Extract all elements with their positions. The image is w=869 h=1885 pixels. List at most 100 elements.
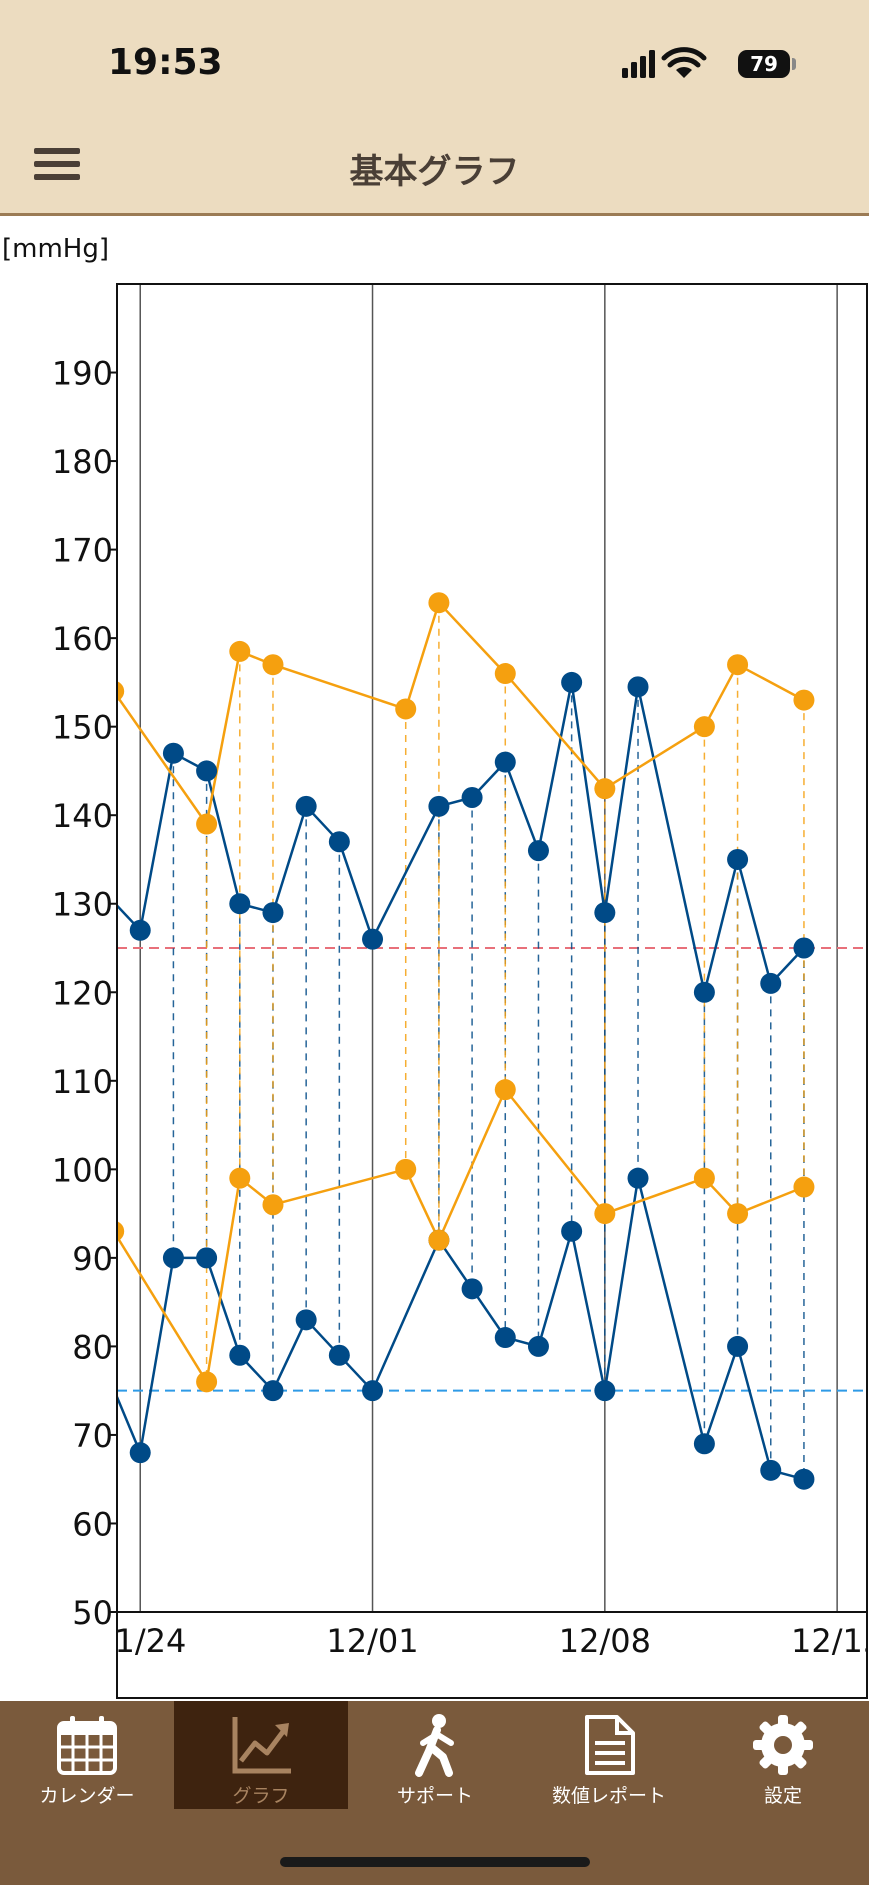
- data-point-diastolic: [362, 1380, 384, 1402]
- data-point-systolic: [727, 654, 749, 676]
- tab-support-label: サポート: [396, 1785, 473, 1807]
- y-tick-label: 100: [52, 1151, 113, 1189]
- x-tick-label: 12/08: [559, 1622, 651, 1660]
- data-point-systolic: [262, 654, 284, 676]
- data-point-diastolic: [295, 1309, 317, 1331]
- data-point-systolic: [117, 681, 125, 702]
- y-tick-label: 130: [52, 886, 113, 924]
- x-tick-label: 12/15: [791, 1622, 869, 1660]
- data-point-systolic: [395, 698, 417, 720]
- status-icons: 79: [620, 44, 800, 84]
- tab-calendar-label: カレンダー: [39, 1785, 135, 1807]
- tab-graph[interactable]: グラフ: [174, 1701, 348, 1809]
- y-tick-label: 60: [72, 1505, 113, 1543]
- tab-support[interactable]: サポート: [348, 1701, 522, 1809]
- y-tick-label: 90: [72, 1240, 113, 1278]
- data-point-diastolic: [494, 1079, 516, 1101]
- data-point-diastolic: [527, 1335, 549, 1357]
- data-point-diastolic: [229, 1344, 251, 1366]
- data-point-systolic: [229, 893, 251, 915]
- y-tick-label: 110: [52, 1063, 113, 1101]
- data-point-diastolic: [561, 1220, 583, 1242]
- data-point-diastolic: [727, 1203, 749, 1225]
- data-point-systolic: [428, 795, 450, 817]
- data-point-systolic: [362, 928, 384, 950]
- data-point-systolic: [494, 751, 516, 773]
- y-tick-label: 50: [72, 1594, 113, 1632]
- data-point-diastolic: [727, 1335, 749, 1357]
- data-point-systolic: [627, 676, 649, 698]
- bottom-tab-bar: カレンダー グラフ サポート: [0, 1701, 869, 1885]
- data-point-systolic: [196, 813, 218, 835]
- data-point-systolic: [527, 840, 549, 862]
- data-point-systolic: [760, 972, 782, 994]
- signal-wifi-icon: [622, 47, 707, 78]
- y-axis-unit-label: [mmHg]: [2, 234, 109, 264]
- data-point-diastolic: [262, 1194, 284, 1216]
- page-title: 基本グラフ: [349, 152, 520, 192]
- data-point-systolic: [793, 937, 815, 959]
- data-point-systolic: [693, 716, 715, 738]
- data-point-systolic: [196, 760, 218, 782]
- series-line-diastolic: [117, 1176, 805, 1481]
- data-point-diastolic: [627, 1167, 649, 1189]
- y-tick-label: 180: [52, 443, 113, 481]
- data-point-systolic: [262, 902, 284, 924]
- x-tick-label: 11/24: [94, 1622, 186, 1660]
- data-point-diastolic: [262, 1380, 284, 1402]
- data-point-diastolic: [196, 1247, 218, 1269]
- battery-tip: [792, 58, 796, 70]
- data-point-systolic: [594, 902, 616, 924]
- hamburger-menu-icon[interactable]: [34, 148, 80, 184]
- y-tick-label: 190: [52, 355, 113, 393]
- data-point-diastolic: [494, 1327, 516, 1349]
- data-point-diastolic: [760, 1459, 782, 1481]
- data-point-diastolic: [229, 1167, 251, 1189]
- data-point-diastolic: [594, 1380, 616, 1402]
- data-point-systolic: [295, 795, 317, 817]
- data-point-diastolic: [594, 1203, 616, 1225]
- y-tick-label: 140: [52, 797, 113, 835]
- data-point-diastolic: [196, 1371, 218, 1393]
- data-point-diastolic: [162, 1247, 184, 1269]
- data-point-systolic: [494, 663, 516, 685]
- data-point-systolic: [594, 778, 616, 800]
- tab-settings[interactable]: 設定: [696, 1701, 869, 1809]
- chart-icon: [232, 1717, 291, 1774]
- data-point-diastolic: [793, 1468, 815, 1490]
- calendar-icon: [57, 1716, 117, 1775]
- tab-graph-label: グラフ: [232, 1785, 290, 1807]
- data-point-systolic: [229, 640, 251, 662]
- tab-calendar[interactable]: カレンダー: [0, 1701, 174, 1809]
- data-point-diastolic: [461, 1278, 483, 1300]
- blood-pressure-chart[interactable]: 50 60 70 80 90 100 110 120 130 140 150 160 170 180 190…: [0, 0, 869, 1701]
- data-point-systolic: [162, 742, 184, 764]
- home-indicator: [280, 1857, 590, 1867]
- x-tick-label: 12/01: [326, 1622, 418, 1660]
- x-axis-frame: [116, 1611, 868, 1699]
- data-point-diastolic: [117, 1221, 125, 1242]
- y-tick-label: 170: [52, 532, 113, 570]
- data-point-systolic: [727, 848, 749, 870]
- tab-settings-label: 設定: [763, 1785, 802, 1807]
- data-point-systolic: [793, 689, 815, 711]
- top-bar: 19:53 79 基本グラフ: [0, 0, 869, 216]
- status-time: 19:53: [108, 42, 223, 83]
- y-tick-label: 150: [52, 709, 113, 747]
- tab-report-label: 数値レポート: [551, 1785, 666, 1807]
- data-point-systolic: [461, 786, 483, 808]
- document-icon: [585, 1715, 635, 1775]
- y-tick-label: 120: [52, 974, 113, 1012]
- y-tick-label: 70: [72, 1417, 113, 1455]
- tab-report[interactable]: 数値レポート: [522, 1701, 696, 1809]
- y-tick-label: 80: [72, 1328, 113, 1366]
- data-point-diastolic: [395, 1158, 417, 1180]
- data-point-systolic: [328, 831, 350, 853]
- data-point-diastolic: [693, 1433, 715, 1455]
- data-point-systolic: [693, 981, 715, 1003]
- battery-icon: 79: [738, 50, 790, 78]
- data-point-systolic: [129, 919, 151, 941]
- gear-icon: [753, 1715, 813, 1775]
- data-point-diastolic: [328, 1344, 350, 1366]
- data-point-diastolic: [693, 1167, 715, 1189]
